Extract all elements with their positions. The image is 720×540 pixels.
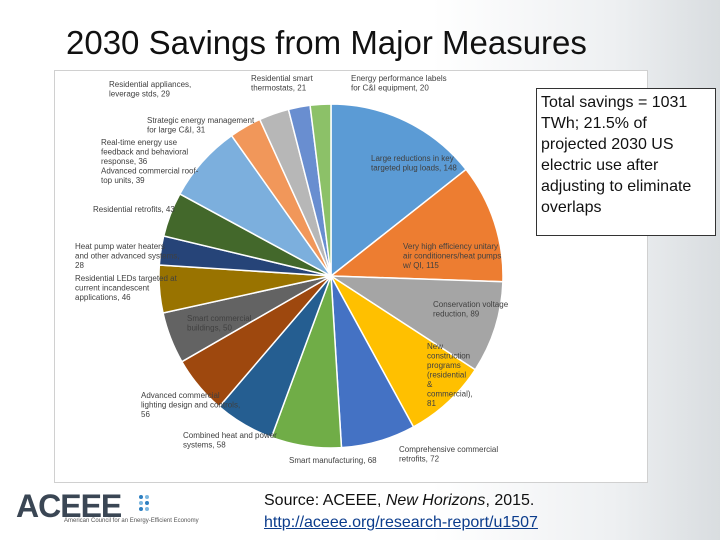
slice-label-line: for C&I equipment, 20 <box>351 84 429 93</box>
slice-label-line: & <box>427 380 433 389</box>
slice-label-line: Residential appliances, <box>109 80 191 89</box>
slice-label-line: 28 <box>75 261 84 270</box>
slice-label: Large reductions in key targeted plug loa… <box>371 154 457 173</box>
slice-label: Strategic energy management for large C&I… <box>147 116 255 135</box>
pie-slice <box>309 103 332 277</box>
slice-label-line: New <box>427 342 443 351</box>
slice-label-line: systems, 58 <box>183 441 226 450</box>
source-link[interactable]: http://aceee.org/research-report/u1507 <box>264 514 538 531</box>
slice-label: Advanced commercial lighting design and c… <box>141 391 240 419</box>
slice-label: New construction programs (residential & comm… <box>427 342 473 408</box>
source-citation: Source: ACEEE, New Horizons, 2015. http:… <box>264 490 538 534</box>
slice-label: Energy performance labels for C&I equipme… <box>351 74 447 93</box>
slice-label-line: buildings, 50 <box>187 324 232 333</box>
slice-label: Real-time energy use feedback and behavio… <box>101 138 199 185</box>
slice-label-line: Smart manufacturing, 68 <box>289 456 377 465</box>
pie-labels: Large reductions in key targeted plug loa… <box>75 74 509 465</box>
slice-label-line: w/ QI, 115 <box>402 261 439 270</box>
pie-slice <box>330 103 468 278</box>
slice-label-line: construction <box>427 352 470 361</box>
slice-label-line: (residential <box>427 371 466 380</box>
slice-label-line: Real-time energy use <box>101 138 178 147</box>
source-suffix: , 2015. <box>485 492 535 509</box>
slice-label-line: air conditioners/heat pumps <box>403 252 501 261</box>
slice-label-line: top units, 39 <box>101 176 145 185</box>
logo-wordmark: ACEEE <box>16 488 122 524</box>
slice-label-line: Advanced commercial roof- <box>101 167 199 176</box>
slice-label-line: thermostats, 21 <box>251 84 307 93</box>
slice-label: Conservation voltage reduction, 89 <box>433 300 509 319</box>
slice-label-line: and other advanced systems, <box>75 252 180 261</box>
slice-label-line: Strategic energy management <box>147 116 255 125</box>
aceee-logo: ACEEE American Council for an Energy-Eff… <box>16 488 216 530</box>
logo-dots-icon <box>139 495 149 511</box>
slice-label-line: Residential LEDs targeted at <box>75 274 178 283</box>
slice-label-line: Combined heat and power <box>183 431 277 440</box>
slice-label-line: Conservation voltage <box>433 300 509 309</box>
slice-label: Combined heat and power systems, 58 <box>183 431 277 450</box>
slice-label-line: Large reductions in key <box>371 154 454 163</box>
logo-tagline: American Council for an Energy-Efficient… <box>64 518 199 524</box>
slice-label-line: 56 <box>141 410 150 419</box>
slice-label-line: applications, 46 <box>75 293 131 302</box>
slice-label-line: lighting design and controls, <box>141 401 240 410</box>
slice-label-line: current incandescent <box>75 284 150 293</box>
slice-label: Heat pump water heaters and other advance… <box>75 242 180 270</box>
slice-label: Residential appliances, leverage stds, 29 <box>109 80 191 99</box>
total-savings-callout: Total savings = 1031 TWh; 21.5% of proje… <box>536 88 716 236</box>
slice-label-line: reduction, 89 <box>433 310 480 319</box>
pie-slice <box>328 275 504 371</box>
slice-label-line: targeted plug loads, 148 <box>371 164 457 173</box>
slice-label-line: retrofits, 72 <box>399 455 440 464</box>
pie-slices <box>158 103 504 449</box>
pie-slice <box>328 168 504 283</box>
source-publication: New Horizons <box>385 492 486 509</box>
slice-label: Residential LEDs targeted at current inca… <box>75 274 178 302</box>
slice-label: Very high efficiency unitary air conditio… <box>402 242 501 270</box>
slice-label-line: Comprehensive commercial <box>399 445 498 454</box>
slide-title: 2030 Savings from Major Measures <box>66 24 587 61</box>
slice-label: Smart manufacturing, 68 <box>289 456 377 465</box>
slice-label: Residential retrofits, 43 <box>93 205 175 214</box>
slice-label-line: Energy performance labels <box>351 74 447 83</box>
pie-chart: Large reductions in key targeted plug loa… <box>75 74 509 465</box>
slice-label-line: response, 36 <box>101 157 148 166</box>
slice-label: Smart commercial buildings, 50 <box>187 314 252 333</box>
slice-label-line: Very high efficiency unitary <box>403 242 498 251</box>
slice-label-line: feedback and behavioral <box>101 148 188 157</box>
slice-label-line: programs <box>427 361 461 370</box>
slice-label-line: leverage stds, 29 <box>109 90 170 99</box>
slice-label-line: Heat pump water heaters <box>75 242 165 251</box>
source-prefix: Source: ACEEE, <box>264 492 386 509</box>
slice-label-line: for large C&I, 31 <box>147 126 206 135</box>
slice-label-line: Residential smart <box>251 74 314 83</box>
slice-label-line: 81 <box>427 399 436 408</box>
slice-label-line: Residential retrofits, 43 <box>93 205 175 214</box>
slice-label-line: commercial), <box>427 390 473 399</box>
slice-label: Comprehensive commercial retrofits, 72 <box>399 445 498 464</box>
slice-label-line: Smart commercial <box>187 314 252 323</box>
slice-label-line: Advanced commercial <box>141 391 220 400</box>
slice-label: Residential smart thermostats, 21 <box>251 74 314 93</box>
